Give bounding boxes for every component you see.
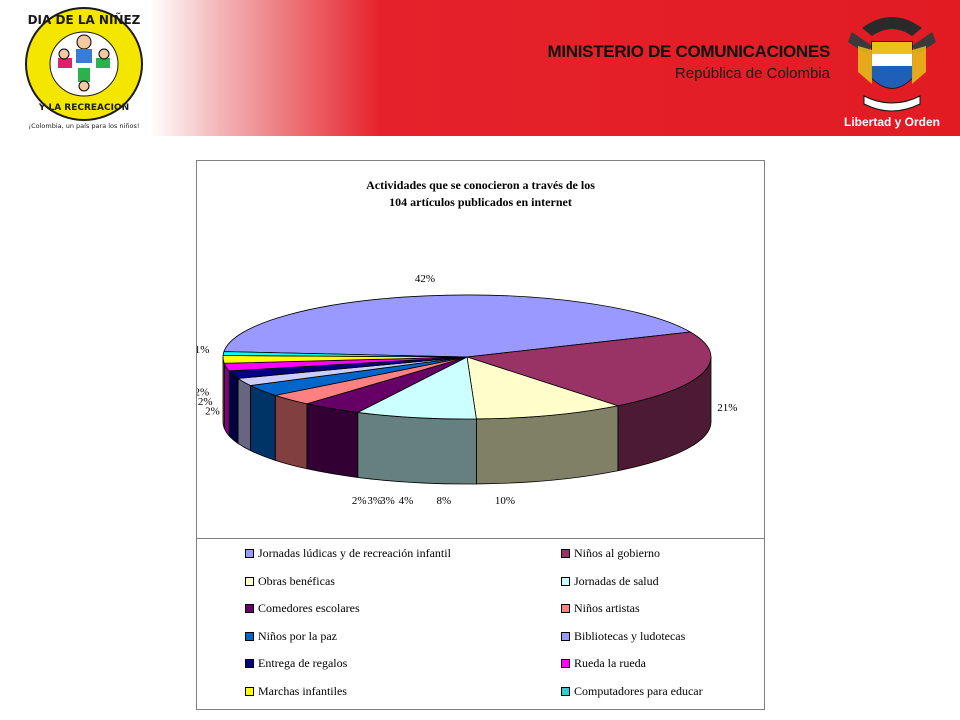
pie-side-5	[274, 394, 308, 470]
pie-slice-3	[356, 356, 477, 420]
pie-side-6	[249, 384, 276, 461]
legend-label: Jornadas lúdicas y de recreación infanti…	[258, 546, 451, 560]
legend-swatch	[245, 659, 254, 668]
dia-de-la-ninez-logo: DIA DE LA NIÑEZ Y LA RECREACION ¡Colombi…	[25, 7, 143, 130]
legend-swatch	[245, 576, 254, 586]
ministry-heading: MINISTERIO DE COMUNICACIONES República d…	[547, 42, 830, 82]
pie-data-label-6: 3%	[367, 495, 382, 507]
legend-item: Niños por la paz	[245, 629, 337, 644]
legend-swatch	[561, 631, 570, 641]
legend-item: Obras benéficas	[245, 574, 335, 589]
pie-data-label-11: 1%	[197, 344, 209, 356]
legend-label: Comedores escolares	[258, 601, 360, 615]
legend-item: Jornadas de salud	[561, 574, 659, 589]
pie-data-label-9: 2%	[198, 396, 213, 408]
legend-swatch	[245, 549, 254, 558]
ministry-subtitle: República de Colombia	[674, 65, 830, 82]
chart-legend: Jornadas lúdicas y de recreación infanti…	[197, 538, 764, 710]
legend-item: Jornadas lúdicas y de recreación infanti…	[245, 546, 451, 561]
pie-side-9	[223, 363, 230, 437]
logo-line2: Y LA RECREACION	[38, 103, 129, 113]
pie-side-7	[237, 377, 251, 452]
pie-data-label-7: 2%	[352, 495, 367, 507]
legend-item: Rueda la rueda	[561, 656, 646, 671]
legend-label: Obras benéficas	[258, 573, 335, 588]
legend-label: Entrega de regalos	[258, 656, 348, 670]
pie-data-label-1: 21%	[717, 402, 737, 414]
header-banner: DIA DE LA NIÑEZ Y LA RECREACION ¡Colombi…	[0, 0, 960, 136]
legend-label: Niños artistas	[574, 601, 640, 615]
legend-item: Marchas infantiles	[245, 684, 347, 699]
legend-label: Computadores para educar	[574, 683, 703, 698]
pie-side-8	[228, 369, 239, 445]
pie-data-label-0: 42%	[415, 273, 435, 285]
legend-item: Bibliotecas y ludotecas	[561, 629, 685, 644]
chart-title-line1: Actividades que se conocieron a través d…	[366, 178, 595, 192]
legend-swatch	[561, 576, 570, 586]
legend-swatch	[561, 604, 570, 613]
legend-item: Niños al gobierno	[561, 546, 660, 561]
pie-side-3	[357, 411, 477, 485]
legend-label: Niños al gobierno	[574, 546, 660, 560]
legend-swatch	[561, 686, 570, 696]
pie-data-label-8: 2%	[205, 406, 220, 418]
pie-chart: 42%21%10%8%4%3%3%2%2%2%2%1%	[197, 273, 737, 507]
pie-chart-frame: 42% 21% 10% 8% 4% 3% 3% 2% 2% 2% 2% 1% Actividades …	[196, 160, 765, 710]
ministry-title: MINISTERIO DE COMUNICACIONES	[547, 42, 830, 61]
legend-label: Jornadas de salud	[574, 573, 659, 588]
pie-side-10	[222, 356, 225, 429]
legend-label: Bibliotecas y ludotecas	[574, 628, 686, 643]
pie-data-label-2: 10%	[495, 495, 515, 507]
legend-item: Entrega de regalos	[245, 656, 347, 671]
colombia-coat-of-arms: Libertad y Orden	[844, 17, 940, 129]
legend-label: Marchas infantiles	[258, 683, 347, 698]
pie-slice-11	[222, 351, 468, 358]
chart-title: Actividades que se conocieron a través d…	[197, 177, 764, 211]
legend-item: Comedores escolares	[245, 601, 360, 616]
pie-data-label-3: 8%	[436, 495, 451, 507]
legend-swatch	[245, 631, 254, 641]
pie-slice-2	[466, 356, 620, 420]
legend-swatch	[245, 604, 254, 613]
legend-swatch	[561, 659, 570, 668]
pie-side-4	[306, 403, 359, 478]
pie-slice-0	[223, 294, 692, 358]
logo-tagline: ¡Colombia, un país para los niños!	[28, 122, 139, 130]
legend-item: Computadores para educar	[561, 684, 703, 699]
legend-label: Niños por la paz	[258, 628, 337, 643]
crest-motto: Libertad y Orden	[844, 115, 940, 129]
legend-label: Rueda la rueda	[574, 656, 646, 670]
legend-swatch	[245, 686, 254, 696]
pie-data-label-10: 2%	[197, 387, 209, 399]
pie-data-label-5: 3%	[380, 495, 395, 507]
pie-data-label-4: 4%	[399, 495, 414, 507]
logo-line1: DIA DE LA NIÑEZ	[28, 12, 141, 27]
legend-item: Niños artistas	[561, 601, 640, 616]
pie-slice-1	[466, 331, 712, 407]
legend-swatch	[561, 549, 570, 558]
chart-title-line2: 104 artículos publicados en internet	[389, 195, 572, 209]
